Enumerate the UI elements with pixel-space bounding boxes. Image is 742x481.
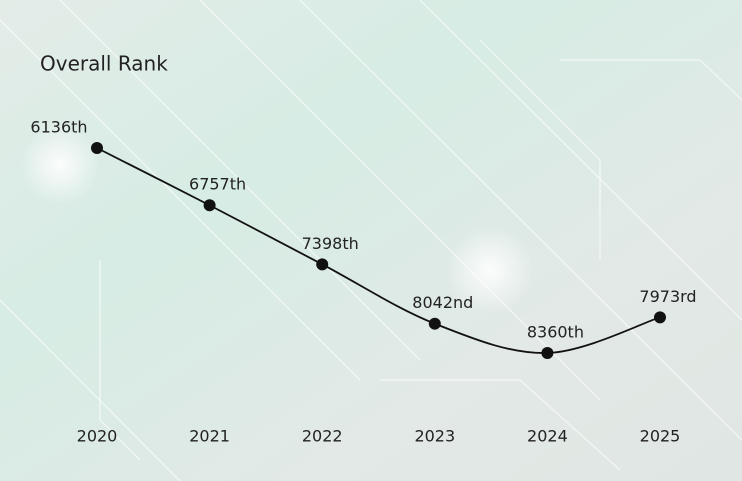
data-label: 6136th	[30, 118, 87, 137]
chart-title: Overall Rank	[40, 52, 168, 76]
point	[541, 347, 553, 359]
point	[316, 258, 328, 270]
point	[91, 142, 103, 154]
data-label: 8042nd	[412, 293, 473, 312]
point	[204, 199, 216, 211]
x-tick-label: 2021	[189, 427, 230, 446]
data-label: 8360th	[527, 323, 584, 342]
x-tick-label: 2023	[414, 427, 455, 446]
point	[429, 318, 441, 330]
x-tick-label: 2020	[77, 427, 118, 446]
x-tick-label: 2025	[640, 427, 681, 446]
chart: Overall Rank 6136th 6757th 7398th 8042nd 836…	[0, 0, 742, 481]
point	[654, 311, 666, 323]
data-label: 7973rd	[639, 287, 696, 306]
x-tick-label: 2024	[527, 427, 568, 446]
glow	[20, 125, 100, 205]
data-label: 7398th	[302, 234, 359, 253]
data-label: 6757th	[189, 175, 246, 194]
x-tick-label: 2022	[302, 427, 343, 446]
